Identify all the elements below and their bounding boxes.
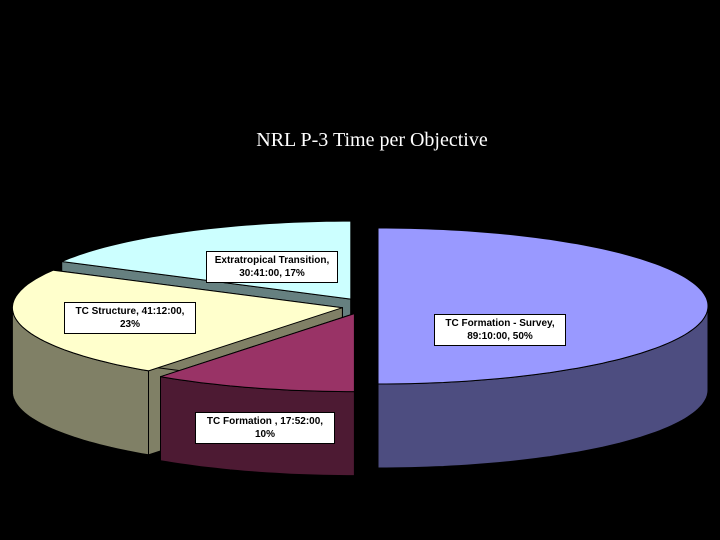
slice xyxy=(377,227,709,469)
slice-top xyxy=(160,312,355,393)
chart-title: NRL P-3 Time per Objective xyxy=(256,129,488,151)
data-label: TC Formation - Survey, 89:10:00, 50% xyxy=(434,314,566,346)
data-label: Extratropical Transition, 30:41:00, 17% xyxy=(206,251,338,283)
data-label: TC Formation , 17:52:00, 10% xyxy=(195,412,335,444)
data-label: TC Structure, 41:12:00, 23% xyxy=(64,302,196,334)
